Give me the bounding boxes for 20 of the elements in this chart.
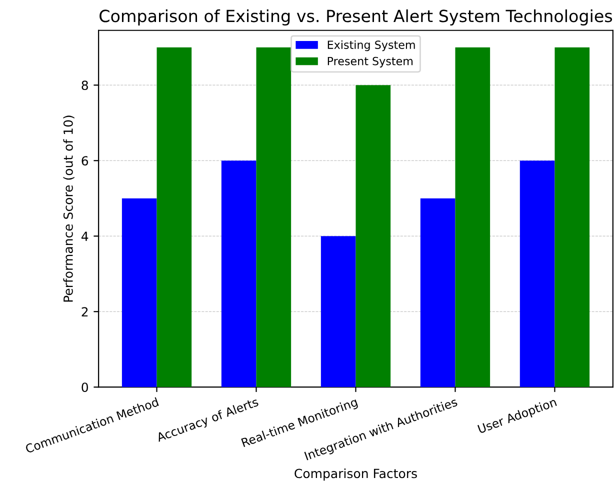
bar <box>520 160 555 388</box>
bar <box>221 160 256 388</box>
y-tick-label: 4 <box>81 232 88 241</box>
legend-label: Existing System <box>328 40 415 52</box>
y-tick-label: 6 <box>82 156 88 166</box>
bar <box>256 47 292 388</box>
bar <box>420 198 456 388</box>
y-axis-title: Performance Score (out of 10) <box>63 116 74 302</box>
y-tick-label: 2 <box>82 307 88 316</box>
bar <box>455 47 490 388</box>
bar <box>356 85 391 388</box>
chart-title: Comparison of Existing vs. Present Alert System Technologies <box>100 9 612 26</box>
y-tick-label: 0 <box>82 382 88 392</box>
x-axis-title: Comparison Factors <box>294 468 417 481</box>
legend-label: Present System <box>328 56 413 68</box>
bar <box>122 198 157 388</box>
bar <box>156 47 192 388</box>
bar <box>320 236 356 388</box>
y-tick-label: 8 <box>82 80 88 90</box>
bar <box>554 47 590 388</box>
